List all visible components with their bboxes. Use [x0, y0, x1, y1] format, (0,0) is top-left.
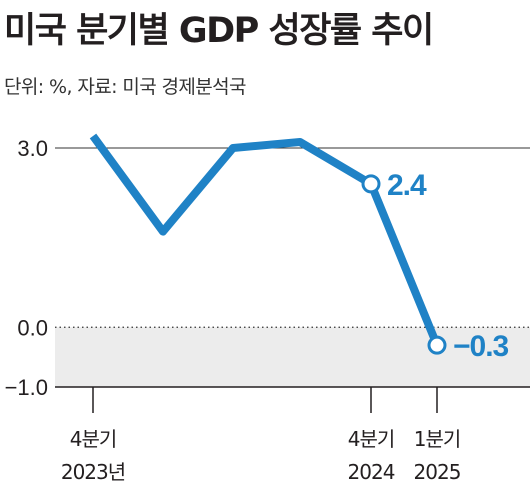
- x-tick-label: 1분기: [414, 427, 461, 451]
- page-title: 미국 분기별 GDP 성장률 추이: [4, 11, 434, 51]
- x-tick-label: 4분기: [70, 427, 117, 451]
- data-point-markers: [361, 174, 447, 355]
- y-tick-label: 3.0: [17, 136, 48, 161]
- unit-source-note: 단위: %, 자료: 미국 경제분석국: [4, 76, 247, 98]
- x-tick-label: 2024: [348, 460, 395, 484]
- y-axis-ticks: 3.0 0.0 −1.0: [5, 136, 48, 400]
- x-tick-label: 2025: [414, 460, 461, 484]
- negative-region-band: [55, 327, 530, 387]
- data-label: 2.4: [387, 169, 427, 202]
- x-tick-label: 2023년: [61, 460, 125, 484]
- data-point-marker: [427, 335, 447, 355]
- data-label: −0.3: [453, 330, 509, 363]
- x-tick-label: 4분기: [348, 427, 395, 451]
- y-tick-label: −1.0: [5, 375, 48, 400]
- y-tick-label: 0.0: [17, 315, 48, 340]
- data-labels: 2.4 −0.3: [387, 169, 510, 363]
- x-axis-ticks: 4분기 2023년 4분기 2024 1분기 2025: [61, 387, 461, 484]
- gdp-series-line: [89, 133, 441, 347]
- data-point-marker: [361, 174, 381, 194]
